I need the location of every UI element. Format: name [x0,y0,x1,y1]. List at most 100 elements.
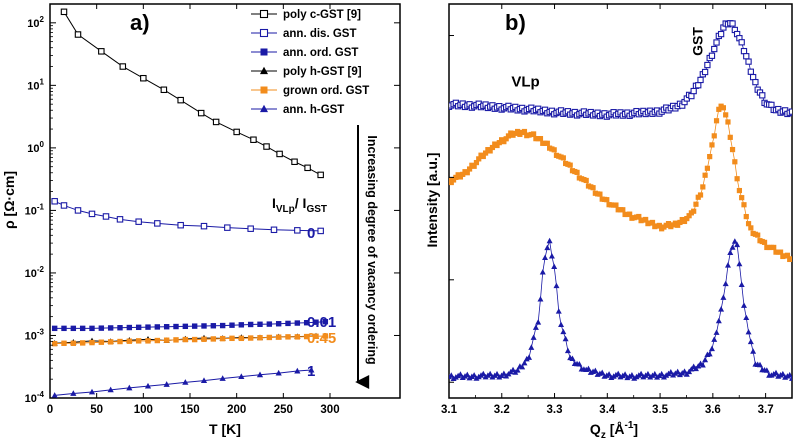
data-point [773,369,779,376]
data-point [182,379,189,385]
data-point [257,321,263,327]
data-point [229,335,235,342]
data-point [747,68,754,75]
legend-entry: ann. ord. GST [283,47,358,59]
data-point [294,334,301,340]
data-point [464,371,471,378]
data-point [519,363,526,370]
panel-a-label: a) [130,10,150,35]
data-point [643,216,649,223]
data-point [462,373,468,379]
data-point [476,156,482,162]
data-point [729,244,736,250]
data-point [266,321,273,327]
data-point [651,370,658,377]
data-point [135,338,142,344]
data-point [569,355,576,361]
data-point [604,197,610,203]
data-point [691,208,697,214]
x-tick-label: 3.6 [705,404,721,416]
data-point [732,159,738,165]
data-point [480,153,486,160]
data-point [145,324,151,330]
data-point [558,321,565,328]
data-point [154,324,161,330]
data-point [713,329,720,335]
data-point [515,128,521,135]
data-point [285,320,291,327]
data-point [471,372,478,378]
data-point [743,53,750,60]
panel-b-frame [448,3,793,399]
x-tick-label: 150 [180,404,199,416]
x-tick-label: 3.7 [758,404,774,416]
data-point [544,244,551,251]
data-point [674,368,681,375]
data-point [741,202,747,208]
data-point [675,222,681,228]
data-point [756,361,763,368]
data-point [551,263,558,269]
data-point [681,368,688,374]
x-tick-label: 3.2 [494,404,510,416]
data-point [708,52,716,59]
x-tick-label: 0 [47,404,53,416]
data-point [487,148,493,154]
y-tick-label: 10-1 [25,202,45,217]
data-point [709,142,715,148]
data-point [468,373,475,379]
panel-b-y-axis-label: Intensity [a.u.] [424,153,440,248]
data-point [658,370,665,377]
data-point [102,213,110,220]
data-point [585,365,592,372]
data-point [759,92,766,99]
data-point [144,382,152,389]
data-point [494,370,501,377]
data-point [750,348,757,354]
data-point [702,172,708,178]
data-point [247,335,254,341]
data-point [449,372,455,378]
data-point [740,302,747,308]
y-tick-label: 10-3 [25,327,45,342]
arrow-annotation: Increasing degree of vacancy ordering [365,135,379,364]
data-point [599,369,606,376]
data-point [212,118,220,126]
series-line-4 [54,335,326,345]
data-point [219,322,226,329]
data-point [713,118,720,124]
data-point [526,354,533,360]
data-point [656,222,662,229]
data-point [275,334,282,340]
data-point [708,345,715,352]
data-point [722,280,729,287]
data-point [667,368,674,375]
data-point [684,215,690,222]
data-point [620,207,626,213]
data-point [275,369,282,376]
data-point [711,133,717,139]
data-point [567,162,573,168]
data-point [229,322,235,328]
data-point [51,392,58,398]
data-point [562,335,569,342]
data-point [313,319,319,325]
data-point [718,306,725,312]
data-point [606,371,613,377]
data-point [711,336,718,342]
ratio-value: 0.45 [307,330,336,347]
y-tick-label: 10-2 [25,265,45,280]
data-point [738,281,745,288]
series-line-0 [63,11,321,176]
data-point [720,294,727,300]
data-point [79,325,86,332]
data-point [276,150,283,158]
data-point [539,269,546,275]
data-point [107,339,114,345]
data-point [266,334,273,341]
data-point [163,337,170,343]
data-point [247,225,254,232]
data-point [711,45,718,53]
data-point [537,296,544,302]
